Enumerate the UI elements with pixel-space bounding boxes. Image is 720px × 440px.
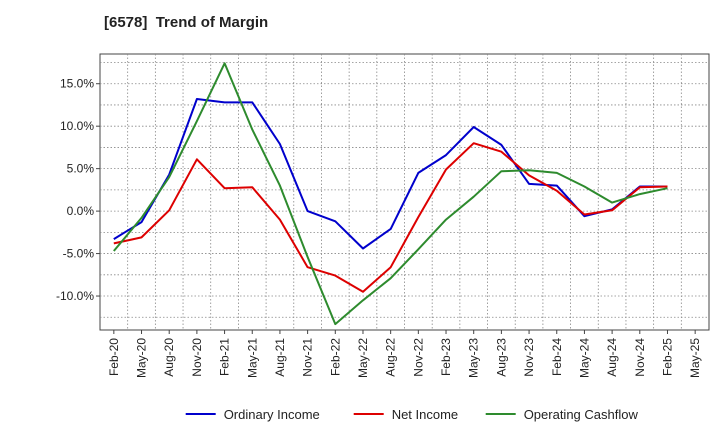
grid-layer bbox=[100, 54, 709, 330]
x-tick-label: May-23 bbox=[467, 338, 481, 378]
x-tick-label: Aug-24 bbox=[605, 338, 619, 377]
legend-label-ordinary-income: Ordinary Income bbox=[224, 407, 320, 422]
x-tick-label: Aug-23 bbox=[494, 338, 508, 377]
legend-label-net-income: Net Income bbox=[392, 407, 458, 422]
x-tick-label: Aug-20 bbox=[162, 338, 176, 377]
y-tick-label: 15.0% bbox=[60, 77, 94, 91]
y-tick-label: -10.0% bbox=[56, 289, 94, 303]
x-tick-label: Nov-22 bbox=[411, 338, 425, 377]
x-tick-label: Nov-24 bbox=[633, 338, 647, 377]
y-tick-label: -5.0% bbox=[63, 247, 95, 261]
legend-label-operating-cashflow: Operating Cashflow bbox=[524, 407, 639, 422]
x-tick-label: May-22 bbox=[356, 338, 370, 378]
x-tick-label: Feb-21 bbox=[218, 338, 232, 376]
x-tick-label: May-24 bbox=[577, 338, 591, 378]
x-tick-label: May-25 bbox=[688, 338, 702, 378]
x-tick-label: Feb-23 bbox=[439, 338, 453, 376]
axis-layer: 15.0% 10.0% 5.0% 0.0% -5.0% -10.0% Feb-20 May-2… bbox=[56, 77, 702, 378]
series-layer bbox=[113, 62, 668, 326]
chart-title: [6578] Trend of Margin bbox=[104, 14, 269, 31]
y-tick-label: 10.0% bbox=[60, 119, 94, 133]
x-tick-label: Aug-21 bbox=[273, 338, 287, 377]
x-tick-label: Feb-20 bbox=[107, 338, 121, 376]
x-tick-label: Nov-20 bbox=[190, 338, 204, 377]
x-tick-label: Feb-22 bbox=[328, 338, 342, 376]
net-income-line bbox=[113, 142, 668, 293]
x-tick-label: Feb-25 bbox=[660, 338, 674, 376]
x-tick-label: Nov-23 bbox=[522, 338, 536, 377]
x-tick-label: Feb-24 bbox=[550, 338, 564, 376]
y-tick-label: 0.0% bbox=[67, 204, 95, 218]
operating-cashflow-line bbox=[113, 62, 668, 326]
x-tick-label: Nov-21 bbox=[301, 338, 315, 377]
legend: Ordinary Income Net Income Operating Cashf… bbox=[185, 407, 639, 422]
y-tick-label: 5.0% bbox=[67, 162, 95, 176]
x-tick-label: Aug-22 bbox=[384, 338, 398, 377]
x-tick-label: May-20 bbox=[135, 338, 149, 378]
x-tick-label: May-21 bbox=[245, 338, 259, 378]
